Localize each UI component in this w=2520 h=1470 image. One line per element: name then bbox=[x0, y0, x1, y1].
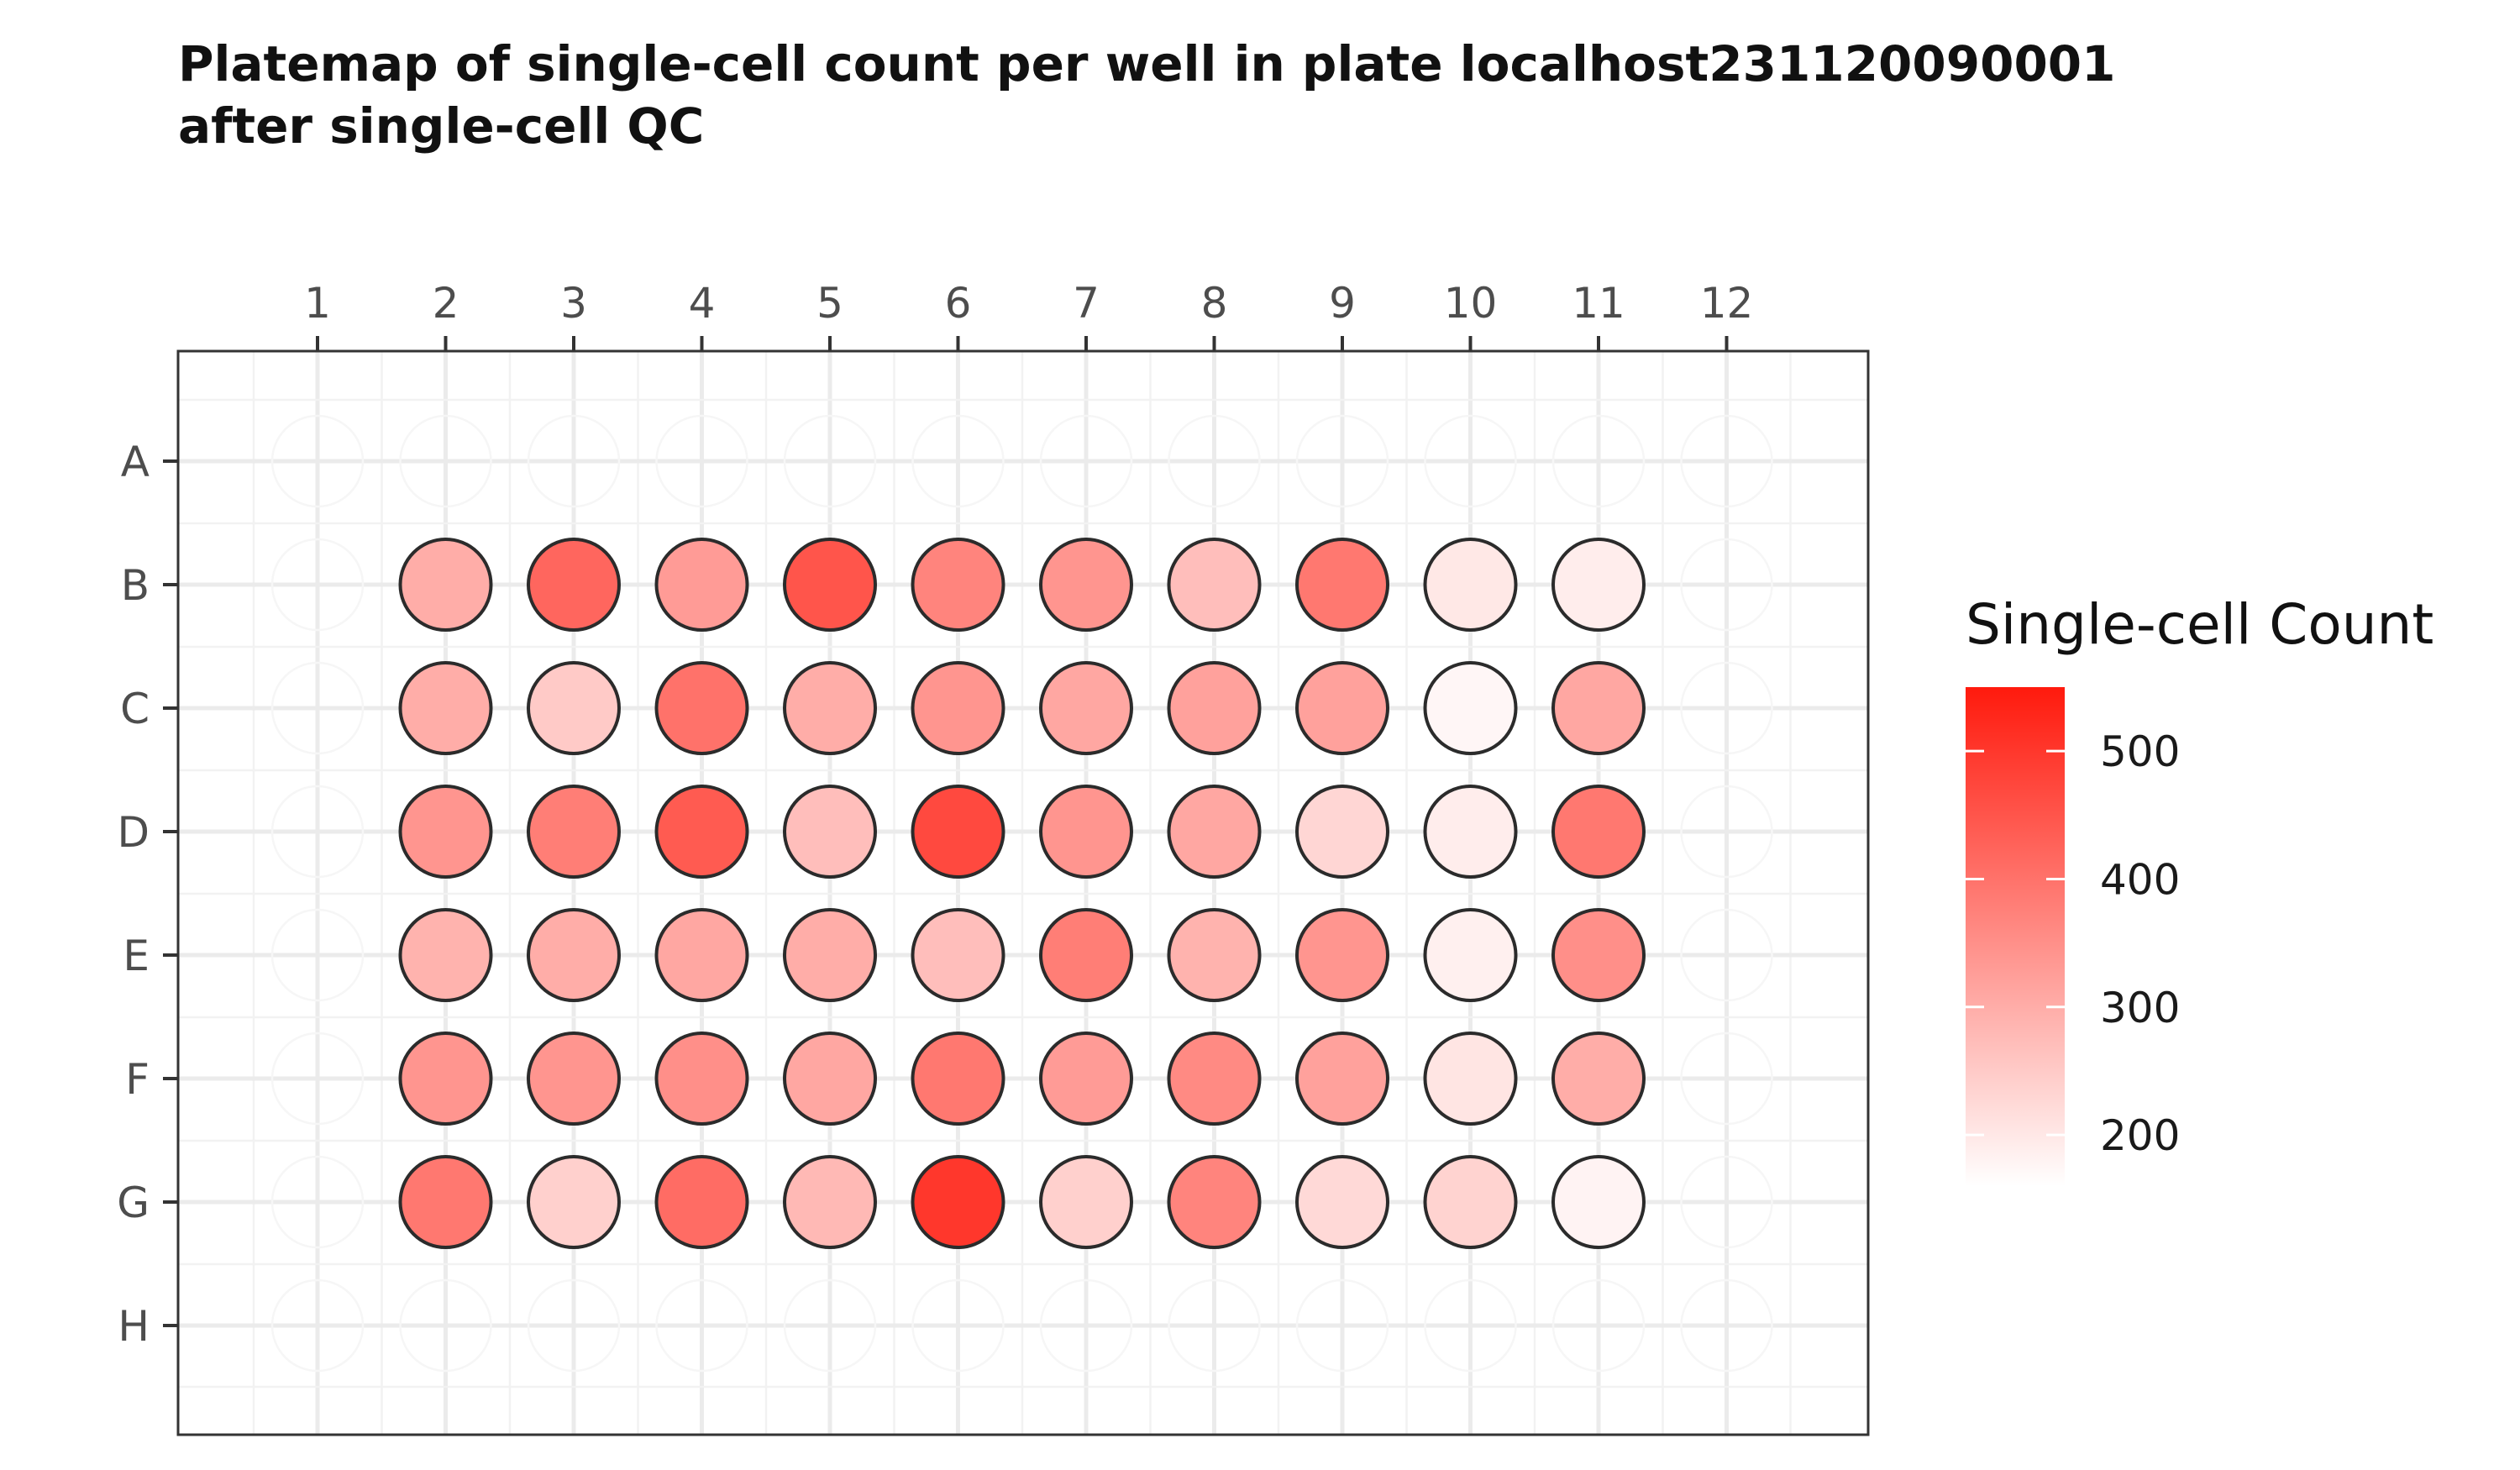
well-C6 bbox=[911, 661, 1005, 755]
well-D5 bbox=[783, 785, 877, 879]
x-tick-label: 3 bbox=[560, 279, 587, 328]
x-tick-label: 11 bbox=[1572, 279, 1625, 328]
x-tick-label: 12 bbox=[1700, 279, 1754, 328]
well-D6 bbox=[911, 785, 1005, 879]
y-tick-label: F bbox=[125, 1055, 150, 1104]
well-G8 bbox=[1167, 1155, 1262, 1249]
x-tick-label: 9 bbox=[1329, 279, 1356, 328]
well-E2 bbox=[398, 908, 493, 1002]
chart-title-line-2: after single-cell QC bbox=[178, 97, 704, 155]
well-E9 bbox=[1295, 908, 1389, 1002]
y-tick-label: D bbox=[117, 808, 150, 857]
well-B11 bbox=[1551, 538, 1646, 632]
legend-tick-label: 200 bbox=[2100, 1111, 2180, 1160]
well-G6 bbox=[911, 1155, 1005, 1249]
well-F3 bbox=[527, 1032, 621, 1126]
y-tick-label: C bbox=[120, 685, 150, 733]
legend: Single-cell Count 200 300 400 500 bbox=[1966, 592, 2433, 1186]
well-B2 bbox=[398, 538, 493, 632]
well-C5 bbox=[783, 661, 877, 755]
well-C10 bbox=[1423, 661, 1518, 755]
legend-tick-label: 400 bbox=[2100, 855, 2180, 904]
chart-title-line-1: Platemap of single-cell count per well i… bbox=[178, 35, 2116, 92]
y-tick-label: B bbox=[121, 561, 150, 610]
well-D7 bbox=[1039, 785, 1133, 879]
well-C7 bbox=[1039, 661, 1133, 755]
legend-title: Single-cell Count bbox=[1966, 592, 2433, 657]
well-F4 bbox=[654, 1032, 749, 1126]
well-E8 bbox=[1167, 908, 1262, 1002]
well-C2 bbox=[398, 661, 493, 755]
x-tick-label: 4 bbox=[689, 279, 716, 328]
well-D3 bbox=[527, 785, 621, 879]
well-C8 bbox=[1167, 661, 1262, 755]
well-B4 bbox=[654, 538, 749, 632]
well-E10 bbox=[1423, 908, 1518, 1002]
well-G2 bbox=[398, 1155, 493, 1249]
y-tick-label: A bbox=[121, 438, 150, 486]
plot-area bbox=[176, 349, 1870, 1436]
well-G4 bbox=[654, 1155, 749, 1249]
well-E7 bbox=[1039, 908, 1133, 1002]
well-E4 bbox=[654, 908, 749, 1002]
well-D9 bbox=[1295, 785, 1389, 879]
legend-tick-label: 300 bbox=[2100, 984, 2180, 1032]
well-B5 bbox=[783, 538, 877, 632]
well-D2 bbox=[398, 785, 493, 879]
x-tick-label: 5 bbox=[816, 279, 843, 328]
well-F9 bbox=[1295, 1032, 1389, 1126]
well-F5 bbox=[783, 1032, 877, 1126]
y-tick-label: G bbox=[117, 1179, 150, 1227]
well-C3 bbox=[527, 661, 621, 755]
x-tick-label: 10 bbox=[1444, 279, 1498, 328]
x-tick-label: 7 bbox=[1073, 279, 1100, 328]
well-F11 bbox=[1551, 1032, 1646, 1126]
x-tick-label: 1 bbox=[304, 279, 331, 328]
well-D4 bbox=[654, 785, 749, 879]
well-F2 bbox=[398, 1032, 493, 1126]
well-G11 bbox=[1551, 1155, 1646, 1249]
well-E3 bbox=[527, 908, 621, 1002]
well-B10 bbox=[1423, 538, 1518, 632]
well-G3 bbox=[527, 1155, 621, 1249]
x-tick-label: 8 bbox=[1201, 279, 1228, 328]
well-B7 bbox=[1039, 538, 1133, 632]
well-C11 bbox=[1551, 661, 1646, 755]
well-D10 bbox=[1423, 785, 1518, 879]
well-F7 bbox=[1039, 1032, 1133, 1126]
well-B3 bbox=[527, 538, 621, 632]
well-D8 bbox=[1167, 785, 1262, 879]
well-F10 bbox=[1423, 1032, 1518, 1126]
plot-border bbox=[176, 349, 1870, 1436]
y-tick-label: E bbox=[123, 932, 150, 980]
well-G7 bbox=[1039, 1155, 1133, 1249]
legend-colorbar bbox=[1966, 687, 2065, 1186]
x-axis-top: 1 2 3 4 5 6 7 8 9 10 11 12 bbox=[304, 279, 1753, 351]
well-G5 bbox=[783, 1155, 877, 1249]
well-B9 bbox=[1295, 538, 1389, 632]
well-F8 bbox=[1167, 1032, 1262, 1126]
well-E11 bbox=[1551, 908, 1646, 1002]
well-G9 bbox=[1295, 1155, 1389, 1249]
well-E5 bbox=[783, 908, 877, 1002]
well-G10 bbox=[1423, 1155, 1518, 1249]
legend-tick-label: 500 bbox=[2100, 727, 2180, 776]
wells bbox=[398, 538, 1646, 1249]
x-tick-label: 6 bbox=[945, 279, 972, 328]
well-D11 bbox=[1551, 785, 1646, 879]
well-B6 bbox=[911, 538, 1005, 632]
y-axis-left: A B C D E F G H bbox=[117, 438, 178, 1351]
x-tick-label: 2 bbox=[433, 279, 459, 328]
well-F6 bbox=[911, 1032, 1005, 1126]
y-tick-label: H bbox=[118, 1302, 150, 1351]
well-B8 bbox=[1167, 538, 1262, 632]
well-C4 bbox=[654, 661, 749, 755]
well-E6 bbox=[911, 908, 1005, 1002]
well-C9 bbox=[1295, 661, 1389, 755]
